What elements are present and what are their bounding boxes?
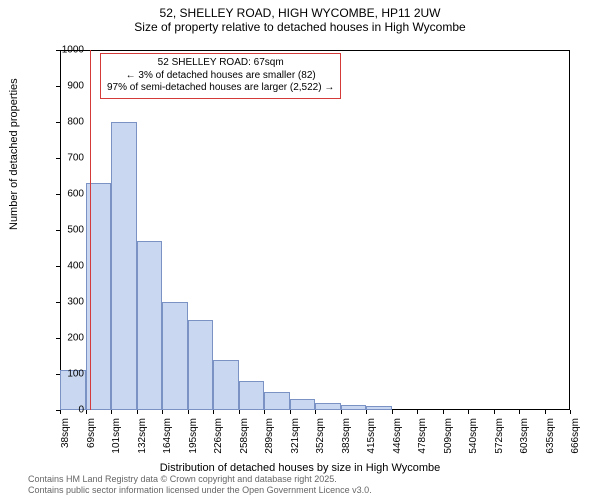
footer-line1: Contains HM Land Registry data © Crown c… — [28, 474, 372, 485]
plot-border — [60, 50, 61, 410]
x-tick-label: 383sqm — [341, 418, 352, 458]
property-marker-line — [90, 50, 91, 410]
x-tick-label: 635sqm — [545, 418, 556, 458]
y-tick-label: 500 — [67, 225, 84, 236]
x-tick-label: 540sqm — [468, 418, 479, 458]
histogram-bar — [162, 302, 188, 410]
x-tick-label: 415sqm — [366, 418, 377, 458]
x-tick-mark — [290, 410, 291, 414]
x-tick-label: 478sqm — [417, 418, 428, 458]
x-tick-label: 509sqm — [443, 418, 454, 458]
plot-border — [569, 50, 570, 410]
x-tick-mark — [86, 410, 87, 414]
x-tick-label: 446sqm — [392, 418, 403, 458]
plot-border — [60, 50, 570, 51]
x-tick-label: 603sqm — [519, 418, 530, 458]
y-tick-mark — [56, 158, 60, 159]
histogram-bar — [213, 360, 239, 410]
y-tick-label: 300 — [67, 297, 84, 308]
y-tick-label: 800 — [67, 117, 84, 128]
title-block: 52, SHELLEY ROAD, HIGH WYCOMBE, HP11 2UW… — [0, 0, 600, 34]
y-tick-mark — [56, 266, 60, 267]
y-tick-label: 200 — [67, 333, 84, 344]
annotation-line: ← 3% of detached houses are smaller (82) — [107, 70, 334, 83]
y-tick-label: 0 — [78, 405, 84, 416]
histogram-bar — [264, 392, 290, 410]
footer-attribution: Contains HM Land Registry data © Crown c… — [28, 474, 372, 496]
footer-line2: Contains public sector information licen… — [28, 485, 372, 496]
annotation-line: 52 SHELLEY ROAD: 67sqm — [107, 57, 334, 70]
histogram-bar — [315, 403, 341, 410]
x-tick-mark — [341, 410, 342, 414]
histogram-bar — [239, 381, 265, 410]
x-tick-label: 132sqm — [137, 418, 148, 458]
x-tick-label: 195sqm — [188, 418, 199, 458]
y-tick-label: 100 — [67, 369, 84, 380]
x-tick-mark — [315, 410, 316, 414]
x-tick-mark — [468, 410, 469, 414]
x-tick-mark — [392, 410, 393, 414]
x-tick-mark — [213, 410, 214, 414]
x-tick-mark — [137, 410, 138, 414]
histogram-bar — [137, 241, 163, 410]
x-tick-label: 69sqm — [86, 418, 97, 458]
x-tick-mark — [570, 410, 571, 414]
y-tick-mark — [56, 122, 60, 123]
y-tick-label: 700 — [67, 153, 84, 164]
x-tick-mark — [111, 410, 112, 414]
x-tick-mark — [162, 410, 163, 414]
annotation-box: 52 SHELLEY ROAD: 67sqm← 3% of detached h… — [100, 53, 341, 99]
title-subtitle: Size of property relative to detached ho… — [0, 20, 600, 34]
y-tick-label: 400 — [67, 261, 84, 272]
x-tick-mark — [239, 410, 240, 414]
y-tick-label: 1000 — [62, 45, 84, 56]
chart-container: 52, SHELLEY ROAD, HIGH WYCOMBE, HP11 2UW… — [0, 0, 600, 500]
y-tick-mark — [56, 302, 60, 303]
y-tick-label: 900 — [67, 81, 84, 92]
title-address: 52, SHELLEY ROAD, HIGH WYCOMBE, HP11 2UW — [0, 6, 600, 20]
x-tick-label: 289sqm — [264, 418, 275, 458]
x-tick-label: 666sqm — [570, 418, 581, 458]
x-tick-mark — [366, 410, 367, 414]
x-axis-label: Distribution of detached houses by size … — [0, 462, 600, 474]
histogram-bar — [341, 405, 367, 410]
y-tick-mark — [56, 50, 60, 51]
x-tick-label: 321sqm — [290, 418, 301, 458]
y-tick-mark — [56, 374, 60, 375]
plot-area: 52 SHELLEY ROAD: 67sqm← 3% of detached h… — [60, 50, 570, 410]
x-tick-mark — [188, 410, 189, 414]
histogram-bar — [111, 122, 137, 410]
histogram-bar — [366, 406, 392, 410]
x-tick-label: 352sqm — [315, 418, 326, 458]
x-tick-label: 572sqm — [494, 418, 505, 458]
y-tick-mark — [56, 194, 60, 195]
x-tick-label: 101sqm — [111, 418, 122, 458]
x-tick-mark — [443, 410, 444, 414]
x-tick-mark — [60, 410, 61, 414]
y-tick-mark — [56, 86, 60, 87]
x-tick-mark — [545, 410, 546, 414]
x-tick-label: 258sqm — [239, 418, 250, 458]
y-tick-mark — [56, 230, 60, 231]
x-tick-mark — [264, 410, 265, 414]
y-tick-mark — [56, 338, 60, 339]
y-tick-label: 600 — [67, 189, 84, 200]
x-tick-mark — [519, 410, 520, 414]
annotation-line: 97% of semi-detached houses are larger (… — [107, 82, 334, 95]
y-axis-label: Number of detached properties — [8, 78, 20, 230]
x-tick-label: 226sqm — [213, 418, 224, 458]
x-tick-label: 164sqm — [162, 418, 173, 458]
x-tick-label: 38sqm — [60, 418, 71, 458]
histogram-bar — [290, 399, 316, 410]
x-tick-mark — [417, 410, 418, 414]
x-tick-mark — [494, 410, 495, 414]
histogram-bar — [188, 320, 214, 410]
